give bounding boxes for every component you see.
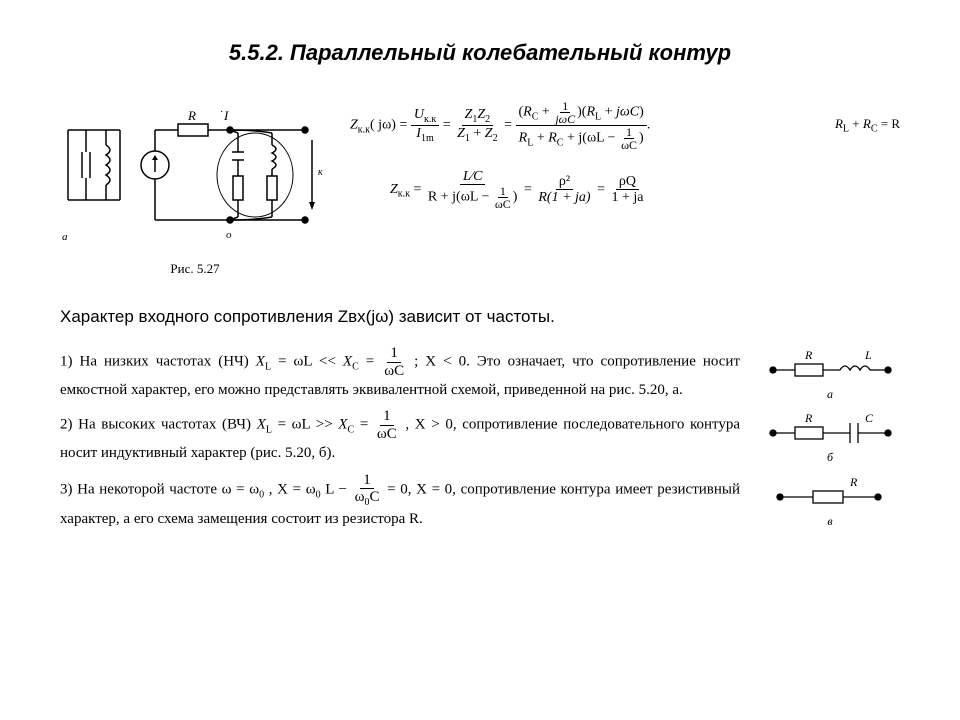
svg-text:·: · [220, 107, 223, 118]
circuit-figure: а [60, 90, 330, 277]
svg-text:C: C [865, 411, 874, 425]
circuit-label-k: к [318, 167, 323, 178]
equation-1: Zк.к( jω) = Uк.к I1m = Z1Z2 Z1 + Z2 = (R… [350, 100, 900, 151]
equations: Zк.к( jω) = Uк.к I1m = Z1Z2 Z1 + Z2 = (R… [350, 90, 900, 210]
section-title: 5.5.2. Параллельный колебательный контур [60, 40, 900, 66]
svg-text:R: R [804, 411, 813, 425]
equation-2: Zк.к = L⁄C R + j(ωL − 1ωC) = ρ² R(1 + ja… [390, 169, 900, 210]
mini-schematic-b: R C б [760, 408, 900, 465]
svg-text:L: L [864, 348, 872, 362]
paragraph-3: 3) На некоторой частоте ω = ω0 , X = ω0 … [60, 472, 900, 532]
top-row: а [60, 90, 900, 277]
mini-schematic-c: R в [760, 472, 900, 529]
circuit-label-o: о [226, 229, 232, 241]
circuit-label-a: а [62, 231, 68, 243]
mini-schematic-a: R L а [760, 345, 900, 402]
svg-text:R: R [849, 475, 858, 489]
subtitle: Характер входного сопротивления Zвх(jω) … [60, 307, 900, 327]
paragraph-2: 2) На высоких частотах (ВЧ) XL = ωL >> X… [60, 408, 900, 465]
svg-text:R: R [804, 348, 813, 362]
paragraph-1: 1) На низких частотах (НЧ) XL = ωL << XC… [60, 345, 900, 402]
figure-caption: Рис. 5.27 [60, 261, 330, 277]
circuit-r-label: R [187, 108, 196, 123]
circuit-i-label: I [223, 108, 229, 123]
